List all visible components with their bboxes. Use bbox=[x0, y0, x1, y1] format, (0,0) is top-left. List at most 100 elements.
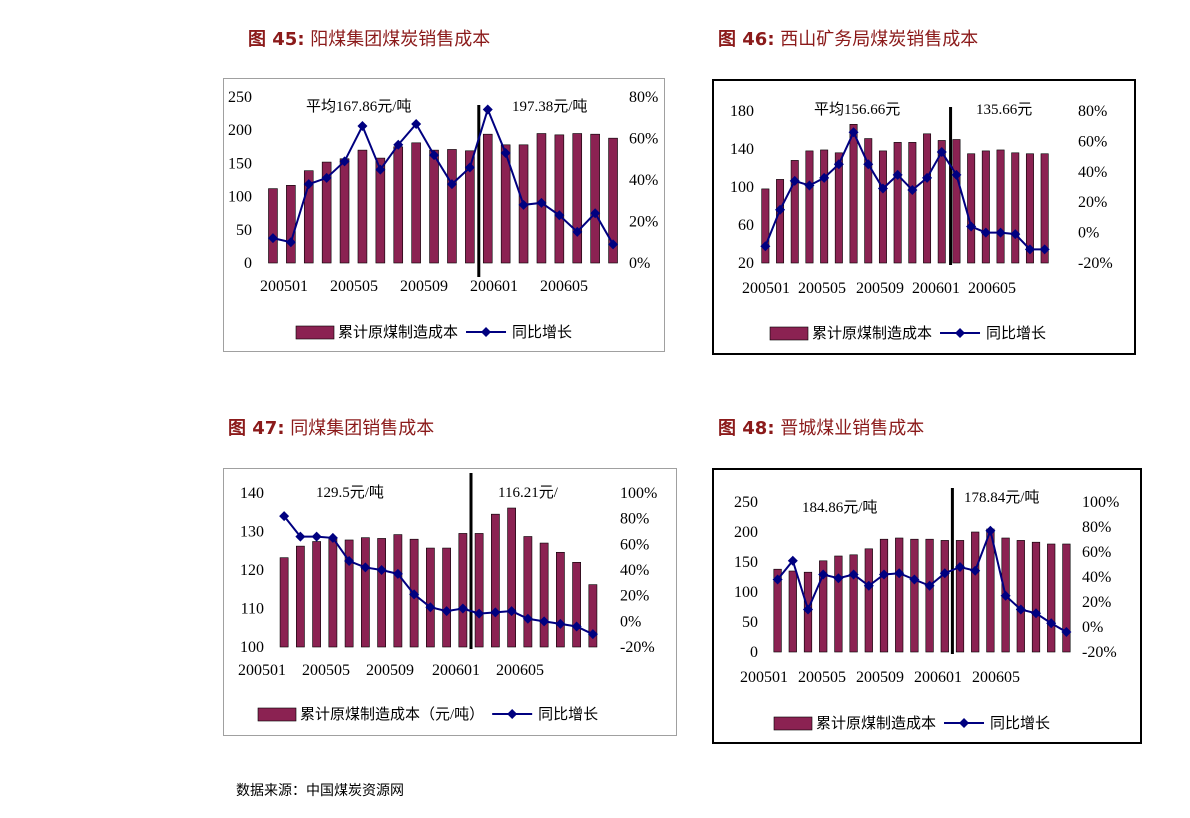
legend-bar-swatch bbox=[773, 716, 813, 731]
growth-point bbox=[980, 227, 991, 238]
y-right-tick-label: 100% bbox=[1082, 494, 1119, 511]
growth-point bbox=[441, 606, 452, 617]
growth-point bbox=[392, 568, 403, 579]
bar bbox=[878, 150, 887, 264]
bar bbox=[895, 537, 904, 653]
bar bbox=[788, 570, 797, 653]
growth-line bbox=[272, 106, 614, 245]
growth-point bbox=[457, 603, 468, 614]
bar bbox=[986, 528, 995, 653]
bar bbox=[554, 134, 565, 264]
x-tick-label: 200509 bbox=[856, 669, 904, 686]
bar bbox=[773, 568, 782, 653]
bar bbox=[879, 538, 889, 653]
growth-point bbox=[1000, 590, 1011, 601]
bar bbox=[1062, 543, 1071, 653]
growth-point bbox=[894, 568, 905, 579]
chart-46-svg: 20 60 100 140 180 -20% 0% 20% 40% 60% 80% 200501 200… bbox=[730, 101, 1113, 342]
source-note: 数据来源：中国煤炭资源网 bbox=[236, 783, 404, 799]
y-left-tick-label: 140 bbox=[240, 485, 264, 502]
x-tick-label: 200601 bbox=[470, 278, 518, 295]
growth-point bbox=[518, 199, 529, 210]
growth-point bbox=[464, 162, 475, 173]
growth-point bbox=[425, 602, 436, 613]
growth-point bbox=[572, 226, 583, 237]
y-right-tick-label: 60% bbox=[1082, 544, 1111, 561]
legend-bar-swatch bbox=[257, 707, 297, 722]
y-left-tick-label: 250 bbox=[734, 494, 758, 511]
x-tick-label: 200605 bbox=[540, 278, 588, 295]
figure-45-number: 图 45: bbox=[248, 29, 305, 50]
y-right-tick-label: 40% bbox=[1082, 569, 1111, 586]
bar bbox=[539, 542, 549, 648]
growth-point bbox=[863, 580, 874, 591]
bar bbox=[1031, 541, 1041, 653]
growth-point bbox=[848, 569, 859, 580]
x-tick-label: 200501 bbox=[238, 662, 286, 679]
x-tick-label: 200605 bbox=[972, 669, 1020, 686]
bar bbox=[523, 536, 533, 648]
y-left-tick-label: 130 bbox=[240, 524, 264, 541]
bar bbox=[849, 554, 858, 653]
legend-line-marker bbox=[507, 709, 518, 719]
bar bbox=[955, 540, 965, 653]
legend-line-label: 同比增长 bbox=[512, 324, 572, 341]
y-right-tick-label: 40% bbox=[629, 172, 658, 189]
bar bbox=[357, 149, 368, 264]
growth-point bbox=[1046, 618, 1057, 629]
bar bbox=[805, 150, 814, 264]
growth-point bbox=[772, 574, 783, 585]
growth-point bbox=[608, 239, 619, 250]
growth-point bbox=[1061, 627, 1072, 637]
bar bbox=[507, 507, 516, 648]
y-right-tick-label: 40% bbox=[1078, 164, 1107, 181]
y-left-tick-label: 0 bbox=[750, 644, 758, 661]
bar bbox=[893, 142, 902, 264]
bar bbox=[588, 584, 598, 648]
bar bbox=[864, 548, 873, 653]
x-tick-label: 200509 bbox=[400, 278, 448, 295]
growth-point bbox=[966, 221, 977, 232]
bar bbox=[491, 513, 500, 648]
growth-point bbox=[877, 183, 888, 194]
growth-point bbox=[939, 568, 950, 579]
growth-point bbox=[344, 556, 355, 567]
growth-point bbox=[1039, 244, 1050, 255]
growth-point bbox=[1015, 604, 1026, 615]
bar bbox=[556, 551, 565, 648]
growth-point bbox=[522, 613, 533, 624]
growth-point bbox=[295, 531, 306, 542]
growth-point bbox=[590, 208, 601, 219]
y-right-tick-label: 80% bbox=[1082, 519, 1111, 536]
y-left-tick-label: 120 bbox=[240, 562, 264, 579]
growth-point bbox=[376, 565, 387, 575]
annotation-label: 178.84元/吨 bbox=[964, 489, 1039, 506]
chart-48-svg: 0 50 100 150 200 250 -20% 0% 20% 40% 60% 80% 100% 200… bbox=[734, 488, 1119, 732]
figure-45-title-text: 阳煤集团煤炭销售成本 bbox=[310, 29, 491, 50]
bar bbox=[296, 545, 305, 648]
y-right-tick-label: -20% bbox=[620, 639, 655, 656]
figure-46-title: 图 46: 西山矿务局煤炭销售成本 bbox=[718, 25, 978, 51]
figure-48-number: 图 48: bbox=[718, 418, 775, 439]
growth-point bbox=[474, 608, 485, 619]
annotation-label: 116.21元/ bbox=[498, 485, 559, 501]
x-tick-label: 200505 bbox=[798, 280, 846, 297]
bar bbox=[426, 547, 435, 648]
y-right-tick-label: 0% bbox=[1082, 619, 1103, 636]
y-left-tick-label: 60 bbox=[738, 217, 754, 234]
growth-point bbox=[951, 169, 962, 180]
y-right-tick-label: 20% bbox=[1078, 194, 1107, 211]
growth-point bbox=[760, 241, 771, 252]
y-left-tick-label: 250 bbox=[228, 89, 252, 106]
bar bbox=[925, 538, 934, 653]
growth-point bbox=[554, 210, 565, 221]
growth-point bbox=[303, 179, 314, 190]
x-tick-label: 200509 bbox=[856, 280, 904, 297]
bar bbox=[952, 139, 961, 264]
growth-point bbox=[311, 531, 322, 542]
bar bbox=[572, 133, 583, 264]
bar bbox=[303, 170, 314, 264]
y-left-tick-label: 100 bbox=[730, 179, 754, 196]
bar bbox=[910, 538, 919, 653]
y-right-tick-label: 40% bbox=[620, 562, 649, 579]
